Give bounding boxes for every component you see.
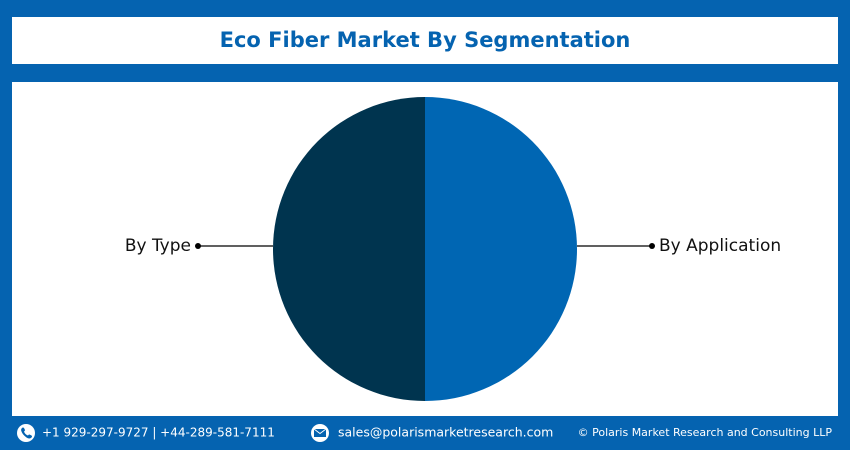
phone-glyph bbox=[21, 427, 32, 439]
email-flap bbox=[313, 428, 327, 435]
title-box bbox=[12, 17, 838, 64]
email: sales@polarismarketresearch.com bbox=[338, 425, 553, 440]
slice-label: By Type bbox=[125, 236, 191, 256]
leader-dot bbox=[195, 243, 201, 249]
footer: +1 929-297-9727 | +44-289-581-7111 sales… bbox=[17, 424, 832, 442]
leader-dot bbox=[649, 243, 655, 249]
pie-slice bbox=[273, 97, 425, 401]
phone-icon bbox=[17, 424, 35, 442]
chart-title: Eco Fiber Market By Segmentation bbox=[220, 28, 631, 52]
copyright: © Polaris Market Research and Consulting… bbox=[578, 426, 833, 439]
slice-label: By Application bbox=[659, 236, 781, 256]
phone: +1 929-297-9727 | +44-289-581-7111 bbox=[42, 426, 275, 440]
pie-slice bbox=[425, 97, 577, 401]
